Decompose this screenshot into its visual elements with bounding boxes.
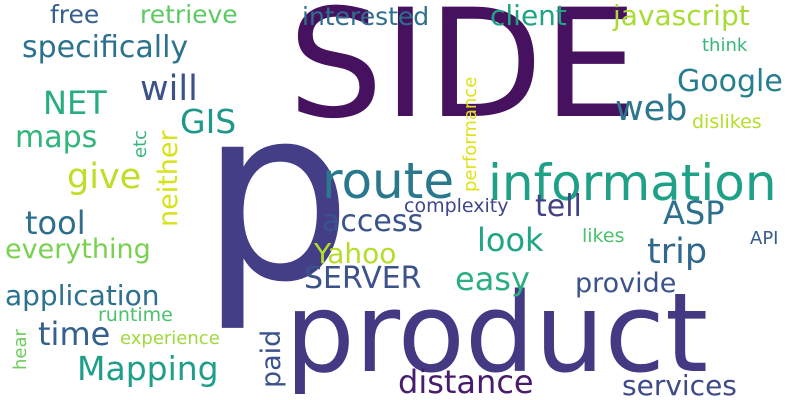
word-retrieve: retrieve: [140, 0, 238, 29]
word-p: p: [200, 55, 353, 335]
word-maps: maps: [15, 120, 98, 155]
word-etc: etc: [130, 129, 151, 158]
word-paid: paid: [256, 329, 287, 388]
word-likes: likes: [582, 225, 625, 247]
word-gis: GIS: [180, 102, 237, 141]
word-look: look: [477, 221, 544, 259]
word-easy: easy: [455, 260, 530, 298]
word-tell: tell: [535, 189, 582, 224]
word-side: SIDE: [288, 0, 638, 152]
word-time: time: [38, 315, 111, 353]
word-free: free: [50, 0, 100, 29]
word-hear: hear: [10, 329, 31, 370]
word-route: route: [322, 152, 455, 210]
word-provide: provide: [575, 268, 677, 299]
word-neither: neither: [153, 130, 184, 227]
word-google: Google: [677, 64, 783, 99]
word-everything: everything: [5, 234, 151, 265]
word-complexity: complexity: [404, 195, 509, 217]
word-asp: ASP: [663, 194, 725, 232]
word-web: web: [615, 89, 688, 129]
word-specifically: specifically: [22, 30, 189, 65]
word-net: NET: [43, 84, 107, 122]
word-experience: experience: [120, 328, 220, 349]
word-think: think: [702, 35, 748, 56]
word-dislikes: dislikes: [692, 111, 762, 133]
word-mapping: Mapping: [77, 349, 219, 388]
word-javascript: javascript: [613, 0, 750, 32]
word-access: access: [322, 204, 424, 239]
word-runtime: runtime: [98, 304, 173, 326]
word-distance: distance: [398, 363, 534, 400]
word-api: API: [750, 228, 779, 249]
word-interested: interested: [302, 2, 430, 31]
word-performance: performance: [460, 76, 481, 192]
word-product: product: [285, 269, 709, 397]
word-client: client: [490, 0, 567, 32]
word-yahoo: Yahoo: [314, 237, 397, 270]
word-application: application: [5, 279, 160, 312]
word-will: will: [140, 69, 198, 109]
word-services: services: [622, 369, 737, 400]
word-give: give: [67, 157, 142, 197]
word-tool: tool: [25, 204, 86, 242]
word-trip: trip: [647, 232, 708, 272]
word-information: information: [488, 154, 777, 212]
word-server: SERVER: [304, 261, 422, 296]
